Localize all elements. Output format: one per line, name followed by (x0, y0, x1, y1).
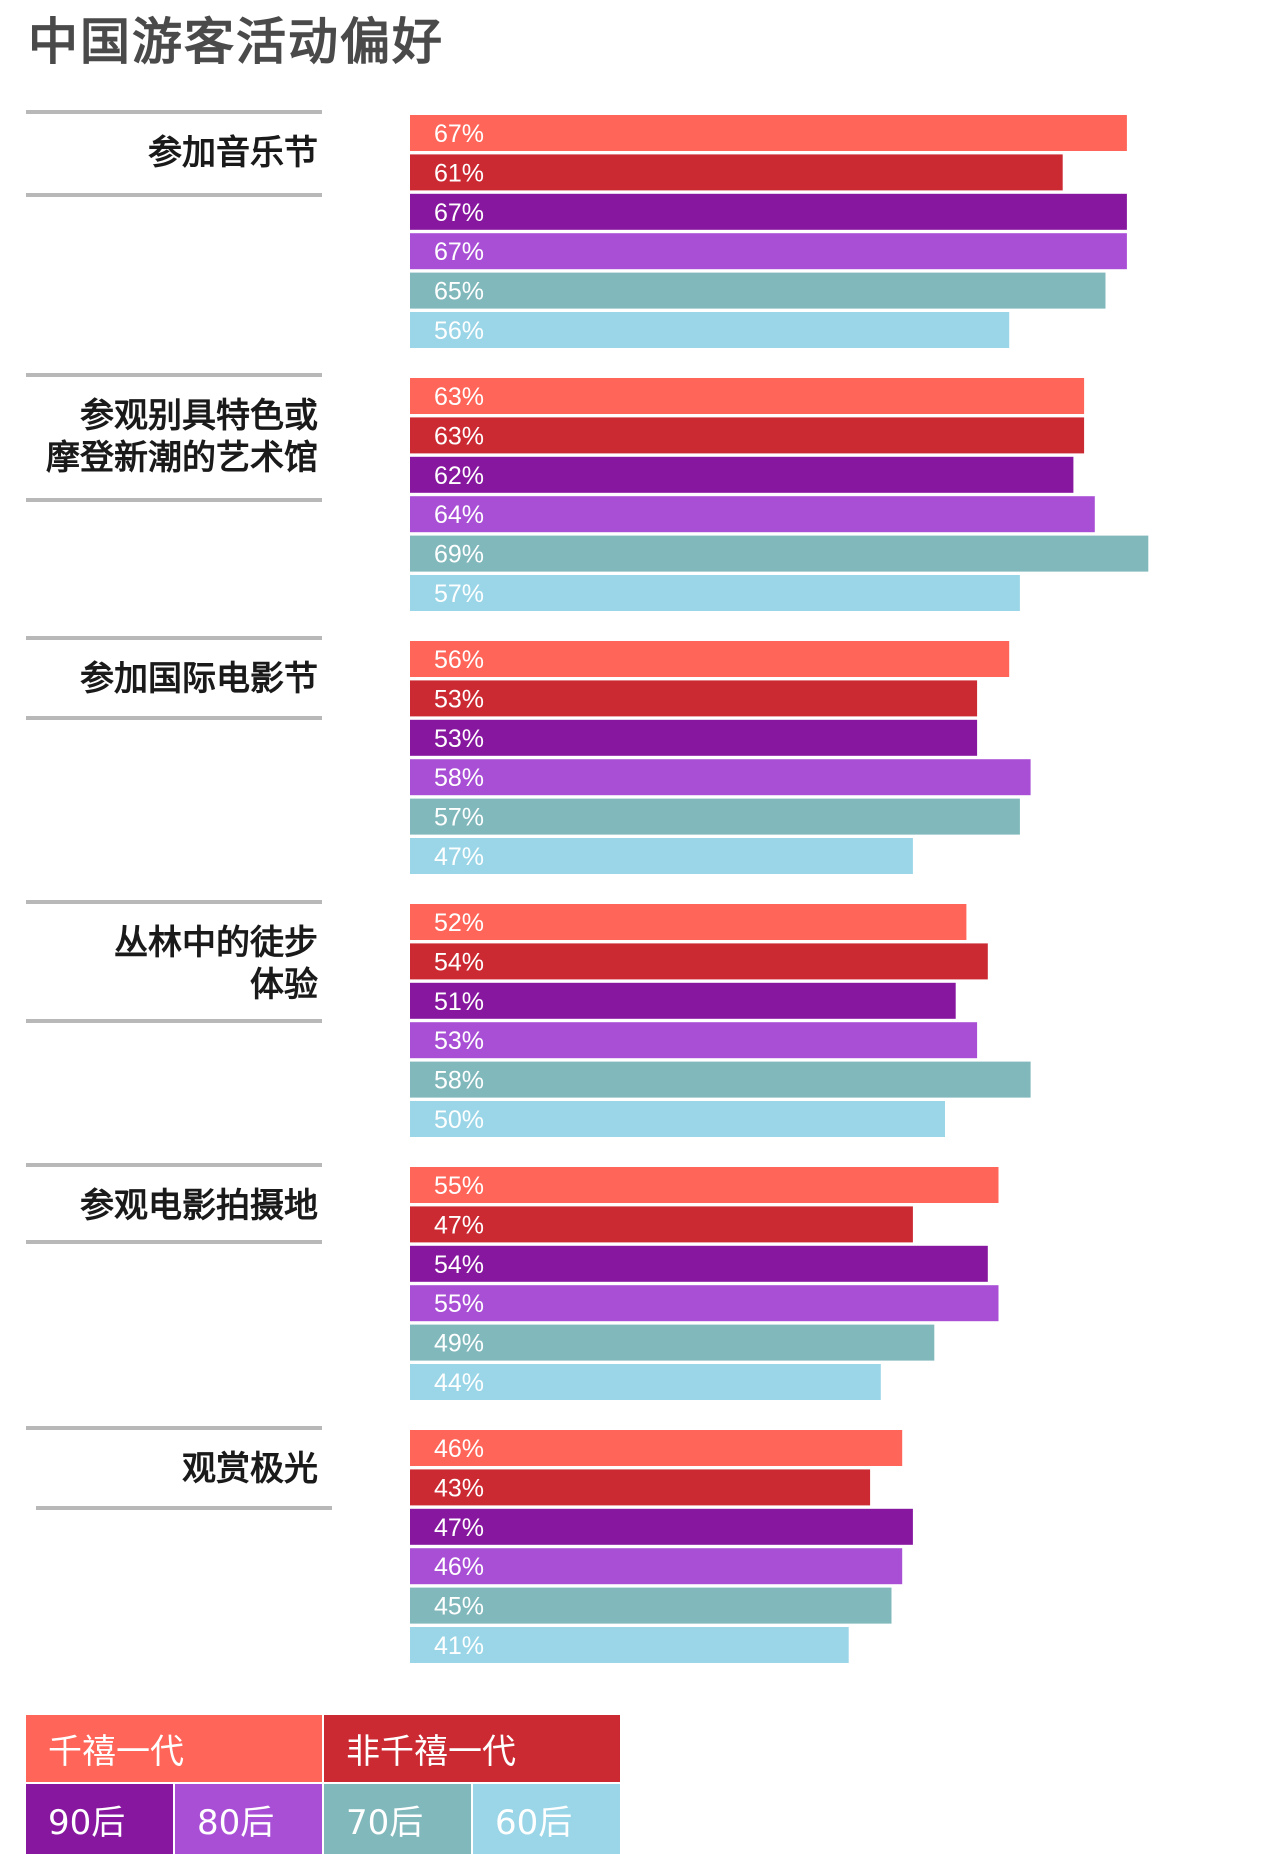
bar (410, 496, 1095, 533)
bar-value-label: 63% (434, 383, 484, 411)
bar (410, 1364, 881, 1400)
bar (410, 272, 1106, 309)
bar (410, 1587, 892, 1624)
legend-item: 70后 (324, 1784, 471, 1854)
bar-value-label: 53% (434, 1027, 484, 1055)
bar-value-label: 55% (434, 1172, 484, 1200)
category-label: 丛林中的徒步体验 (114, 923, 318, 1005)
legend-group: 非千禧一代 (324, 1715, 620, 1782)
bar-value-label: 58% (434, 764, 484, 792)
bar (410, 759, 1031, 796)
bar-value-label: 57% (434, 804, 484, 832)
legend-item: 60后 (473, 1784, 620, 1854)
bar (410, 456, 1074, 493)
category-label: 参观别具特色或摩登新潮的艺术馆 (46, 396, 318, 478)
bar (410, 312, 1010, 348)
bar-value-label: 56% (434, 646, 484, 674)
chart-title: 中国游客活动偏好 (28, 13, 444, 71)
legend-group: 千禧一代 (26, 1715, 322, 1782)
bar-value-label: 65% (434, 278, 484, 306)
bar (410, 1324, 935, 1361)
bar (410, 1469, 871, 1506)
legend-item: 90后 (26, 1784, 173, 1854)
bar (410, 943, 988, 980)
bar (410, 1548, 903, 1585)
bar-value-label: 63% (434, 422, 484, 450)
legend: 千禧一代 非千禧一代 90后 80后 70后 60后 (26, 1715, 622, 1854)
bar (410, 982, 956, 1019)
bar (410, 1285, 999, 1322)
bar (410, 680, 978, 717)
bar-value-label: 67% (434, 120, 484, 148)
legend-item: 80后 (175, 1784, 322, 1854)
bar-value-label: 62% (434, 462, 484, 490)
bar (410, 575, 1020, 611)
bar-chart: 参加音乐节 67% 61% 67% 67% 65% 56% 参观别具特色或摩登新潮的艺术馆 63… (26, 110, 1149, 1663)
bar (410, 1061, 1031, 1098)
bar-value-label: 53% (434, 685, 484, 713)
bar (410, 233, 1127, 270)
bar-value-label: 46% (434, 1553, 484, 1581)
bar-value-label: 67% (434, 238, 484, 266)
category-label: 参加音乐节 (148, 133, 318, 173)
bar-value-label: 55% (434, 1290, 484, 1318)
bar (410, 838, 913, 874)
bar-value-label: 50% (434, 1106, 484, 1134)
bar-value-label: 67% (434, 199, 484, 227)
bar (410, 1245, 988, 1282)
bar (410, 535, 1149, 572)
bar-value-label: 52% (434, 909, 484, 937)
bar (410, 798, 1020, 835)
bar-value-label: 49% (434, 1330, 484, 1358)
bar-value-label: 54% (434, 948, 484, 976)
bar (410, 193, 1127, 230)
bar-value-label: 47% (434, 1514, 484, 1542)
bar-value-label: 47% (434, 843, 484, 871)
bar-value-label: 56% (434, 317, 484, 345)
bar-value-label: 47% (434, 1211, 484, 1239)
bar-value-label: 43% (434, 1474, 484, 1502)
bar (410, 115, 1127, 151)
bar (410, 1430, 903, 1466)
bar (410, 1101, 945, 1137)
bar-value-label: 61% (434, 159, 484, 187)
bar-value-label: 41% (434, 1632, 484, 1660)
bar-value-label: 53% (434, 725, 484, 753)
bar (410, 1627, 849, 1663)
bar-value-label: 51% (434, 988, 484, 1016)
bar-value-label: 44% (434, 1369, 484, 1397)
bar-value-label: 46% (434, 1435, 484, 1463)
bar-value-label: 54% (434, 1251, 484, 1279)
category-label: 参观电影拍摄地 (80, 1186, 318, 1226)
bar (410, 719, 978, 756)
category-label: 观赏极光 (182, 1449, 318, 1489)
bar (410, 904, 967, 940)
bar (410, 1022, 978, 1059)
bar (410, 1508, 913, 1545)
bar-value-label: 57% (434, 580, 484, 608)
bar (410, 378, 1085, 414)
bar-value-label: 45% (434, 1593, 484, 1621)
bar (410, 1206, 913, 1243)
bar-value-label: 64% (434, 501, 484, 529)
bar-value-label: 58% (434, 1067, 484, 1095)
bar (410, 1167, 999, 1203)
bar (410, 417, 1085, 454)
bar (410, 154, 1063, 191)
bar-value-label: 69% (434, 541, 484, 569)
category-label: 参加国际电影节 (80, 659, 318, 699)
bar (410, 641, 1010, 677)
